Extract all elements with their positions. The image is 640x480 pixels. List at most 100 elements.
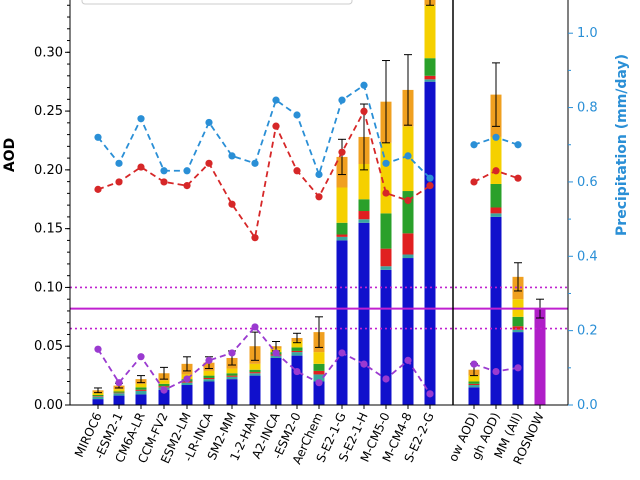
y-tick-label: 0.25: [34, 104, 63, 119]
bar-segment: [468, 387, 480, 405]
precip-red-point: [492, 167, 500, 175]
bar-segment: [336, 240, 348, 405]
right-y-tick-label: 0.4: [577, 249, 598, 264]
precip-blue-point: [315, 170, 323, 179]
precip-purple-point: [492, 367, 500, 376]
bar-segment: [402, 254, 414, 259]
precip-blue-point: [205, 118, 213, 127]
bar-segment: [113, 393, 125, 396]
precip-red-point: [426, 182, 434, 190]
y-tick-label: 0.35: [34, 0, 63, 2]
bar-segment: [336, 236, 348, 241]
precip-purple-point: [205, 356, 213, 364]
bar-segment: [158, 389, 170, 405]
bar-segment: [512, 326, 524, 330]
bar-segment: [226, 375, 238, 377]
bar-segment: [291, 350, 303, 353]
precip-red-point: [94, 185, 102, 193]
precip-blue-point: [272, 96, 280, 104]
y-axis-label: AOD: [2, 138, 18, 172]
bar-segment: [181, 385, 193, 405]
precip-purple-point: [293, 367, 301, 376]
precip-blue-point: [492, 133, 500, 141]
precip-red-point: [360, 107, 368, 115]
bar-segment: [92, 395, 104, 397]
precip-purple-point: [115, 379, 123, 387]
legend-box: [81, 0, 353, 5]
right-y-tick-label: 0.2: [577, 324, 598, 339]
bar-segment: [226, 379, 238, 405]
precip-blue-point: [404, 152, 412, 160]
precip-purple-point: [315, 379, 323, 387]
bar-segment: [402, 233, 414, 255]
bar-segment: [291, 341, 303, 348]
bar-segment: [249, 369, 261, 373]
precip-blue-point: [251, 159, 259, 167]
precip-purple-point: [137, 353, 145, 361]
bar-segment: [336, 187, 348, 223]
precip-red-point: [251, 234, 259, 242]
precip-purple-point: [382, 375, 390, 383]
precip-purple-point: [94, 345, 102, 353]
precip-red-point: [160, 178, 168, 186]
bar-segment: [203, 379, 215, 382]
bar-segment: [135, 387, 147, 390]
precip-purple-point: [228, 349, 236, 357]
bar-segment: [158, 383, 170, 387]
precip-purple-line: [97, 325, 431, 395]
bar-segment: [113, 391, 125, 393]
precip-blue-point: [360, 81, 368, 89]
precip-purple-point: [183, 375, 191, 383]
bar-segment: [226, 368, 238, 374]
precip-blue-point: [94, 133, 102, 141]
bar-segment: [313, 374, 325, 382]
bar-segment: [203, 370, 215, 376]
precip-purple-point: [514, 364, 522, 372]
precip-red-point: [228, 200, 236, 208]
bar-segment: [226, 373, 238, 376]
bar-segment: [203, 375, 215, 378]
precip-blue-point: [470, 141, 478, 149]
y-tick-label: 0.00: [34, 398, 63, 413]
bar-segment: [203, 377, 215, 380]
bar-segment: [203, 381, 215, 405]
y-tick-label: 0.10: [34, 280, 63, 295]
precip-red-point: [272, 122, 280, 130]
right-y-tick-label: 0.6: [577, 175, 598, 190]
precip-blue-point: [137, 115, 145, 123]
precip-purple-point: [338, 349, 346, 357]
bar-layer: [92, 0, 546, 406]
precip-blue-point: [338, 96, 346, 104]
bar-segment: [336, 222, 348, 235]
bar-segment: [249, 363, 261, 370]
precip-blue-point: [293, 111, 301, 119]
bar-segment: [490, 207, 502, 214]
bar-segment: [424, 79, 436, 82]
precip-red-point: [514, 174, 522, 182]
bar-segment: [249, 372, 261, 374]
precip-red-point: [115, 178, 123, 186]
precip-blue-point: [426, 174, 434, 182]
right-y-axis-label: Precipitation (mm/day): [614, 54, 630, 236]
bar-segment: [402, 258, 414, 405]
bar-segment: [336, 234, 348, 237]
bar-segment: [380, 266, 392, 270]
bar-segment: [135, 383, 147, 388]
precip-purple-point: [426, 390, 434, 398]
bar-segment: [380, 142, 392, 214]
precip-purple-point: [470, 360, 478, 368]
bar-segment: [424, 5, 436, 59]
bar-segment: [358, 222, 370, 405]
bar-segment: [113, 395, 125, 405]
bar-segment: [313, 370, 325, 375]
bar-segment: [380, 269, 392, 405]
bar-segment: [92, 399, 104, 405]
precip-blue-point: [115, 159, 123, 167]
bar-segment: [313, 363, 325, 371]
precip-red-point: [293, 167, 301, 175]
bar-segment: [135, 390, 147, 395]
bar-segment: [113, 392, 125, 394]
bar-segment: [92, 396, 104, 397]
precip-red-point: [137, 163, 145, 171]
